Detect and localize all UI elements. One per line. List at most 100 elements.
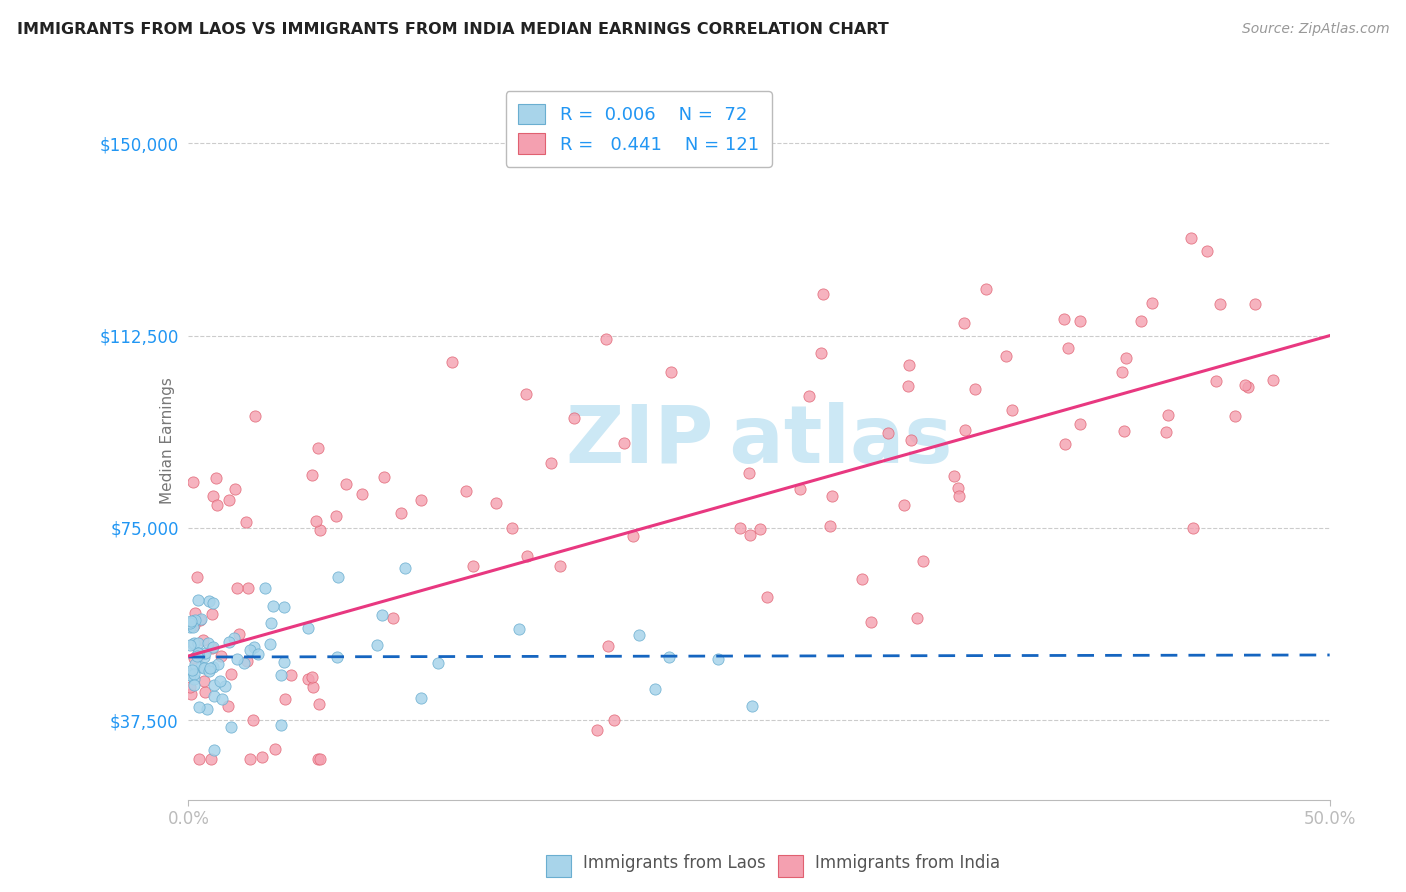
Point [335, 477, 357, 491]
Point [1111, 365, 1133, 379]
Point [948, 489, 970, 503]
Point [198, 661, 221, 675]
Point [246, 647, 269, 661]
Point [198, 594, 221, 608]
Point [1197, 244, 1219, 259]
Point [595, 332, 617, 346]
Point [200, 751, 222, 765]
Point [260, 615, 283, 630]
Point [1001, 403, 1024, 417]
Point [540, 456, 562, 470]
Point [942, 468, 965, 483]
Point [738, 467, 761, 481]
Point [905, 611, 928, 625]
Point [209, 649, 232, 664]
Point [598, 639, 620, 653]
Point [307, 441, 329, 455]
Point [389, 506, 412, 520]
Point [183, 678, 205, 692]
Point [236, 581, 259, 595]
Point [373, 470, 395, 484]
Point [485, 496, 508, 510]
Point [181, 614, 204, 628]
Point [797, 389, 820, 403]
Point [897, 379, 920, 393]
Point [1205, 374, 1227, 388]
Point [179, 620, 201, 634]
Point [179, 666, 201, 681]
Point [187, 699, 209, 714]
Point [427, 656, 450, 670]
Text: Immigrants from India: Immigrants from India [815, 855, 1001, 872]
Point [202, 689, 225, 703]
Point [301, 670, 323, 684]
Point [274, 692, 297, 706]
Point [1056, 341, 1078, 355]
Point [273, 600, 295, 615]
Point [994, 349, 1017, 363]
Point [728, 521, 751, 535]
Point [461, 559, 484, 574]
Point [811, 287, 834, 301]
Point [208, 674, 231, 689]
Point [232, 656, 254, 670]
Point [197, 664, 219, 678]
Point [194, 685, 217, 699]
Point [254, 582, 277, 596]
Point [1053, 437, 1076, 451]
Point [180, 614, 202, 628]
Point [586, 723, 609, 737]
Point [308, 697, 330, 711]
Point [187, 636, 209, 650]
Point [325, 509, 347, 524]
Point [748, 522, 770, 536]
Point [900, 433, 922, 447]
Point [221, 667, 243, 681]
Point [191, 632, 214, 647]
Point [193, 661, 215, 675]
Point [860, 615, 883, 629]
Y-axis label: Median Earnings: Median Earnings [159, 377, 174, 504]
Point [235, 516, 257, 530]
Point [658, 650, 681, 665]
Point [877, 425, 900, 440]
Point [183, 636, 205, 650]
Point [820, 489, 842, 503]
Point [946, 481, 969, 495]
Point [184, 613, 207, 627]
Point [202, 743, 225, 757]
Point [1233, 378, 1256, 392]
Point [350, 487, 373, 501]
Point [211, 692, 233, 706]
Point [188, 751, 211, 765]
Point [245, 409, 267, 423]
Point [515, 387, 537, 401]
Point [183, 618, 205, 632]
Point [659, 365, 682, 379]
Point [1209, 297, 1232, 311]
Point [508, 622, 530, 636]
Point [183, 475, 205, 489]
Point [1223, 409, 1246, 423]
Point [187, 592, 209, 607]
Text: ZIP atlas: ZIP atlas [565, 401, 952, 480]
Point [224, 482, 246, 496]
Point [270, 718, 292, 732]
Point [562, 411, 585, 425]
Point [974, 282, 997, 296]
Point [613, 435, 636, 450]
Point [205, 499, 228, 513]
Point [789, 483, 811, 497]
Point [740, 528, 762, 542]
Point [202, 640, 225, 654]
Point [242, 713, 264, 727]
Point [1244, 297, 1267, 311]
Point [454, 484, 477, 499]
Point [309, 751, 332, 765]
Point [603, 713, 626, 727]
Point [205, 471, 228, 485]
Point [190, 659, 212, 673]
Point [1154, 425, 1177, 439]
Point [897, 358, 920, 372]
Point [1069, 417, 1091, 432]
